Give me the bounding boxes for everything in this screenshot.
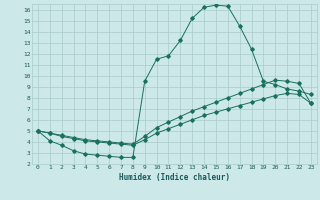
X-axis label: Humidex (Indice chaleur): Humidex (Indice chaleur) xyxy=(119,173,230,182)
